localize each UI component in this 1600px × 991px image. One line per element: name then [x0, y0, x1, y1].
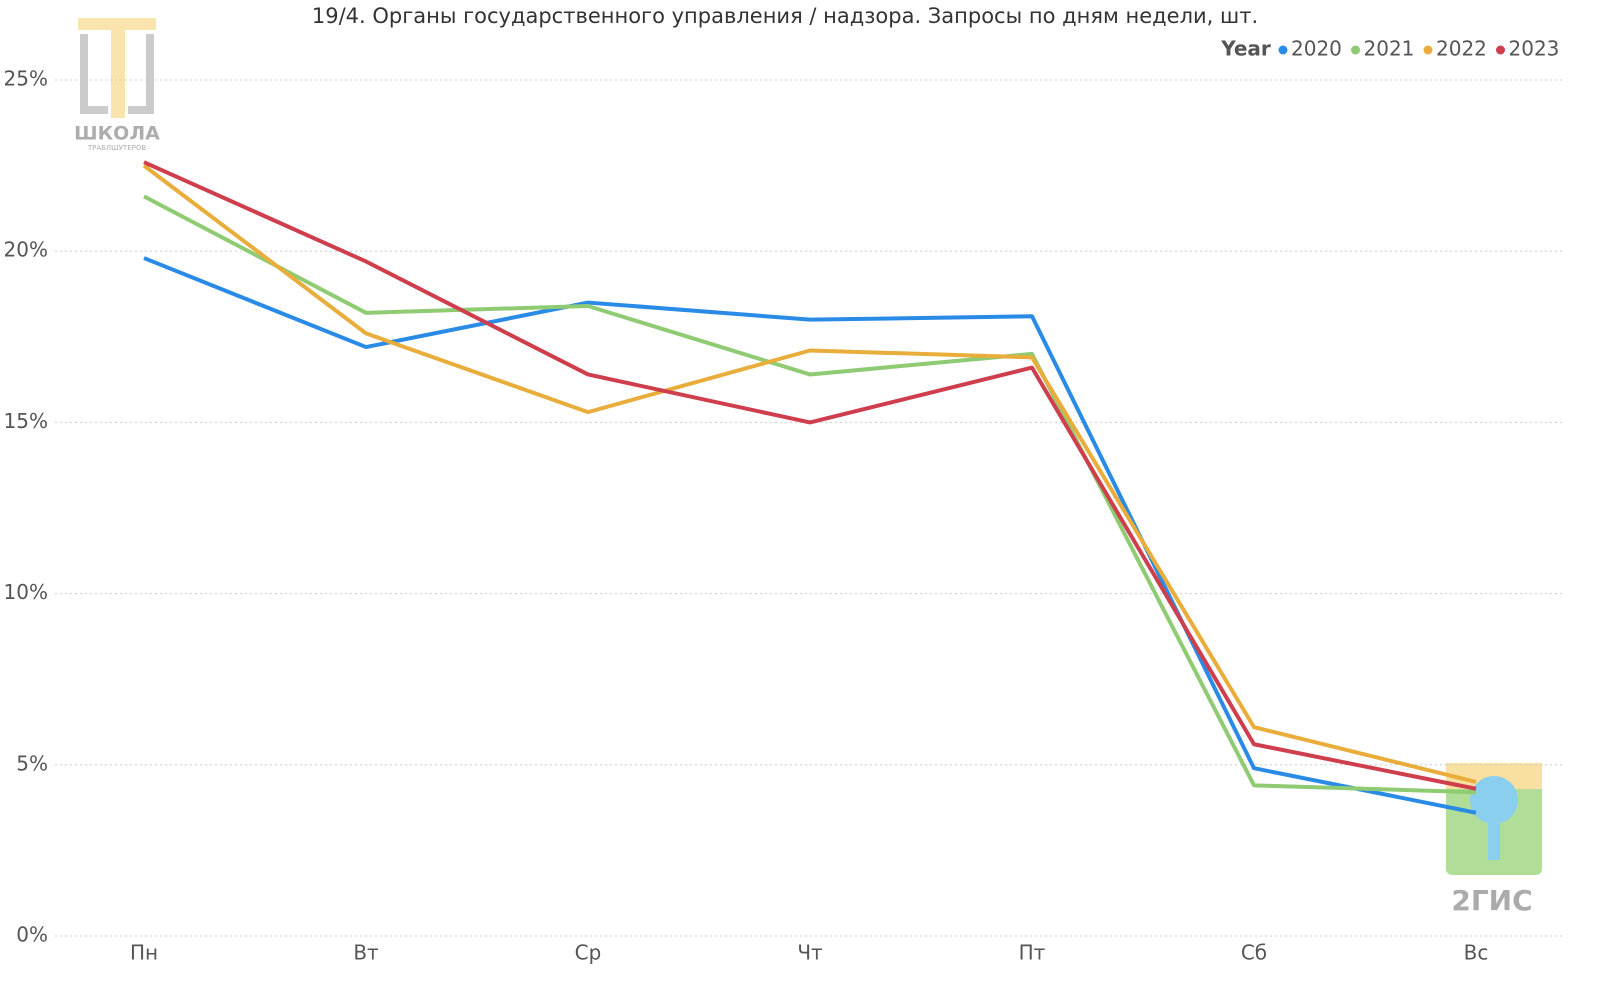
- series-line: [143, 160, 1477, 791]
- legend-label: 2020: [1291, 37, 1342, 61]
- logo-subtext: ТРАБЛШУТЕРОВ: [87, 144, 147, 152]
- x-tick-label: Пн: [130, 941, 158, 965]
- series-line: [143, 194, 1477, 795]
- logo-text: ШКОЛА: [74, 123, 160, 145]
- logo-text: 2ГИС: [1451, 884, 1532, 917]
- legend-label: 2023: [1509, 37, 1560, 61]
- series-line: [143, 256, 1477, 815]
- series-line: [142, 164, 1477, 784]
- y-tick-label: 10%: [4, 580, 48, 604]
- school-logo: ШКОЛА ТРАБЛШУТЕРОВ: [74, 18, 160, 152]
- x-tick-label: Вс: [1464, 941, 1489, 965]
- legend-marker: [1278, 45, 1288, 55]
- y-tick-label: 25%: [4, 67, 48, 91]
- legend-marker: [1423, 45, 1433, 55]
- x-tick-label: Сб: [1241, 941, 1267, 965]
- y-tick-label: 20%: [4, 238, 48, 262]
- y-tick-label: 5%: [16, 751, 48, 775]
- x-tick-label: Пт: [1019, 941, 1046, 965]
- legend-marker: [1496, 45, 1505, 55]
- legend-label: 2022: [1436, 37, 1487, 61]
- legend-marker: [1351, 45, 1360, 55]
- legend-label: 2021: [1364, 37, 1415, 61]
- chart-title: 19/4. Органы государственного управления…: [312, 4, 1258, 28]
- x-tick-label: Вт: [353, 941, 379, 965]
- y-tick-label: 15%: [4, 409, 48, 433]
- y-tick-label: 0%: [16, 923, 48, 947]
- legend-title: Year: [1220, 37, 1271, 61]
- x-tick-label: Ср: [575, 941, 602, 965]
- x-tick-label: Чт: [797, 941, 823, 965]
